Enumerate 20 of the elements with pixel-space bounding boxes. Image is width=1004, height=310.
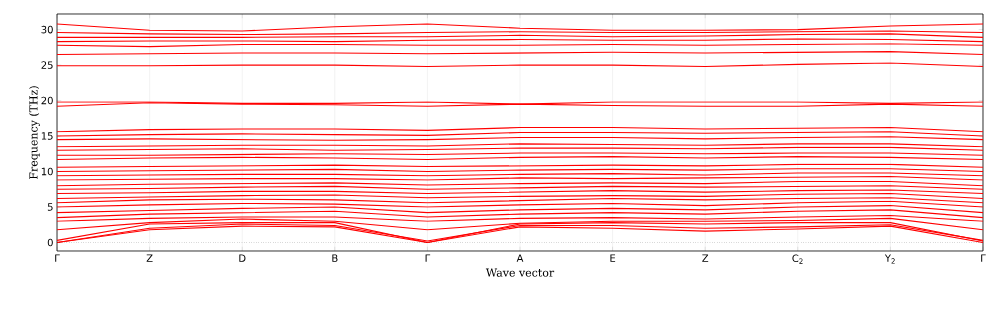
y-tick-label: 10	[41, 167, 53, 176]
x-tick-label: Γ	[981, 254, 986, 262]
x-tick-label: B	[332, 254, 338, 262]
y-tick-label: 15	[41, 132, 53, 140]
x-tick-label: Γ	[425, 254, 431, 262]
x-axis-title: Wave vector	[485, 268, 555, 277]
y-tick-label: 30	[41, 25, 53, 34]
y-axis-title: Frequency (THz)	[29, 86, 40, 180]
x-tick-label: D	[239, 254, 246, 262]
x-tick-label: C$_{2}$	[792, 254, 803, 264]
x-tick-label: E	[610, 254, 616, 262]
y-tick-label: 20	[41, 96, 53, 105]
y-tick-label: 5	[47, 203, 53, 211]
y-tick-label: 25	[41, 61, 53, 69]
x-tick-label: Z	[702, 254, 709, 262]
x-tick-label: Γ	[55, 254, 60, 262]
y-tick-label: 0	[47, 238, 53, 247]
x-tick-label: A	[516, 254, 524, 262]
x-tick-label: Z	[146, 254, 153, 262]
x-tick-label: Y$_{2}$	[884, 254, 895, 264]
